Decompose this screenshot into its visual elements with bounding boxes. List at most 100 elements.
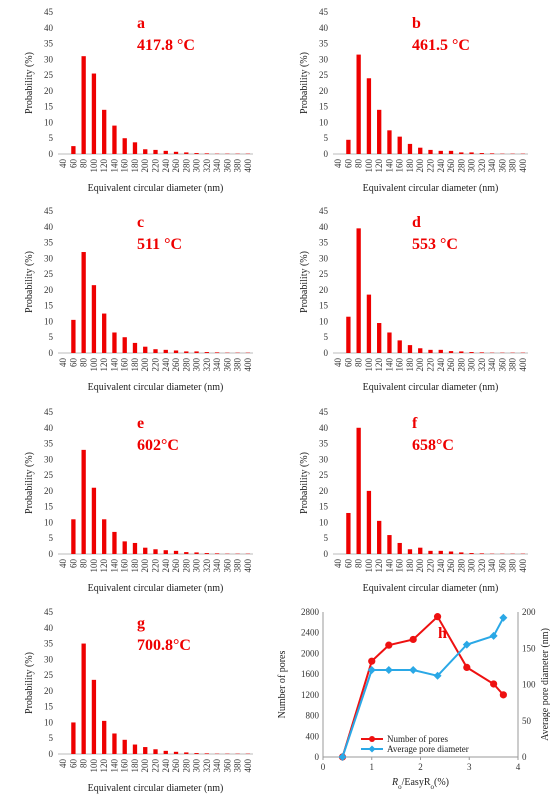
bar-280 (184, 552, 189, 554)
bar-160 (122, 541, 127, 554)
x-tick-label: 340 (487, 358, 497, 372)
x-tick-label: 260 (171, 159, 181, 173)
bar-220 (153, 149, 158, 154)
bar-340 (214, 352, 220, 353)
x-tick-label: 280 (181, 358, 191, 372)
x-tick-label: 380 (233, 358, 243, 372)
bar-320 (479, 553, 484, 554)
bar-220 (153, 749, 158, 754)
bar-60 (346, 139, 351, 154)
y-tick-label: 35 (44, 238, 54, 248)
x-tick-label: 320 (477, 358, 487, 372)
bar-280 (459, 552, 464, 554)
y-tick-label: 45 (44, 7, 54, 17)
x-tick-label: 320 (202, 559, 212, 573)
panel-letter: e (137, 415, 144, 432)
x-tick-label: 100 (364, 358, 374, 372)
series-point (409, 666, 418, 674)
x-tick-label: 40 (333, 159, 343, 169)
x-tick-label: 220 (426, 358, 436, 372)
x-tick-label: 40 (333, 559, 343, 569)
y-tick-label: 45 (44, 206, 54, 216)
x-tick-label: 80 (79, 759, 89, 769)
bar-80 (81, 56, 86, 154)
y-axis-label: Probability (%) (24, 452, 35, 514)
x-axis-label: Equivalent circular diameter (nm) (363, 382, 499, 393)
y-tick-label: 25 (319, 70, 329, 80)
x-tick-label: 340 (487, 159, 497, 173)
x-tick-label: 280 (456, 358, 466, 372)
y-tick-label: 45 (319, 407, 329, 417)
x-tick-label: 200 (140, 559, 150, 573)
y-tick-label: 15 (44, 702, 54, 712)
x-tick-label: 280 (181, 159, 191, 173)
x-tick-label: 220 (151, 358, 161, 372)
bar-200 (143, 547, 148, 554)
y-left-tick-label: 400 (306, 731, 320, 741)
y-tick-label: 5 (324, 332, 329, 342)
x-tick-label: 400 (243, 759, 253, 773)
bar-240 (438, 150, 443, 154)
x-tick-label: 200 (140, 159, 150, 173)
x-tick-label: 320 (202, 759, 212, 773)
y-tick-label: 35 (44, 39, 54, 49)
x-tick-label: 360 (222, 159, 232, 173)
bar-260 (448, 551, 454, 554)
x-tick-label: 140 (384, 559, 394, 573)
bar-160 (397, 340, 402, 353)
y-left-tick-label: 800 (306, 711, 320, 721)
series-point (433, 671, 442, 680)
bar-220 (428, 149, 433, 154)
x-tick-label: 220 (426, 559, 436, 573)
x-tick-label: 320 (477, 559, 487, 573)
x-tick-label: 280 (456, 559, 466, 573)
x-tick-label: 380 (508, 159, 518, 173)
x-tick-label: 240 (161, 159, 171, 173)
y-tick-label: 40 (319, 222, 329, 232)
series-point (409, 635, 417, 644)
y-left-tick-label: 2000 (301, 648, 320, 658)
y-tick-label: 30 (44, 54, 54, 64)
x-tick-label: 200 (140, 759, 150, 773)
bar-160 (397, 542, 402, 554)
y-tick-label: 10 (319, 316, 329, 326)
bar-80 (81, 643, 86, 754)
series-point (499, 691, 507, 699)
x-tick-label: 180 (130, 159, 140, 173)
x-tick-label: 280 (181, 559, 191, 573)
panel-letter: b (412, 15, 421, 32)
y-tick-label: 40 (44, 423, 54, 433)
y-tick-label: 40 (44, 23, 54, 33)
x-tick-label: 320 (202, 159, 212, 173)
bar-200 (418, 547, 423, 554)
y-axis-label: Probability (%) (299, 52, 310, 114)
bar-220 (428, 550, 433, 554)
bar-60 (346, 316, 351, 353)
y-left-tick-label: 2400 (301, 628, 320, 638)
bar-100 (366, 294, 372, 353)
bar-80 (81, 449, 86, 554)
y-tick-label: 25 (319, 470, 329, 480)
bar-60 (71, 519, 76, 554)
x-tick-label: 180 (130, 559, 140, 573)
x-tick-label: 160 (120, 358, 130, 372)
x-axis-label: Ro/EasyRo(%) (391, 777, 449, 791)
bar-120 (102, 109, 107, 154)
x-tick-label: 340 (212, 559, 222, 573)
y-tick-label: 5 (49, 332, 54, 342)
bar-60 (71, 319, 76, 353)
bar-120 (377, 323, 382, 353)
x-tick-label: 360 (497, 559, 507, 573)
y-tick-label: 40 (319, 423, 329, 433)
y-tick-label: 30 (44, 654, 54, 664)
x-tick-label: 220 (151, 559, 161, 573)
y-tick-label: 10 (319, 117, 329, 127)
x-tick-label: 80 (79, 159, 89, 169)
bar-200 (418, 348, 423, 353)
x-tick-label: 220 (151, 759, 161, 773)
bar-260 (173, 151, 179, 154)
bar-300 (194, 753, 199, 754)
x-tick-label: 80 (354, 358, 364, 368)
x-tick-label: 60 (68, 159, 78, 169)
